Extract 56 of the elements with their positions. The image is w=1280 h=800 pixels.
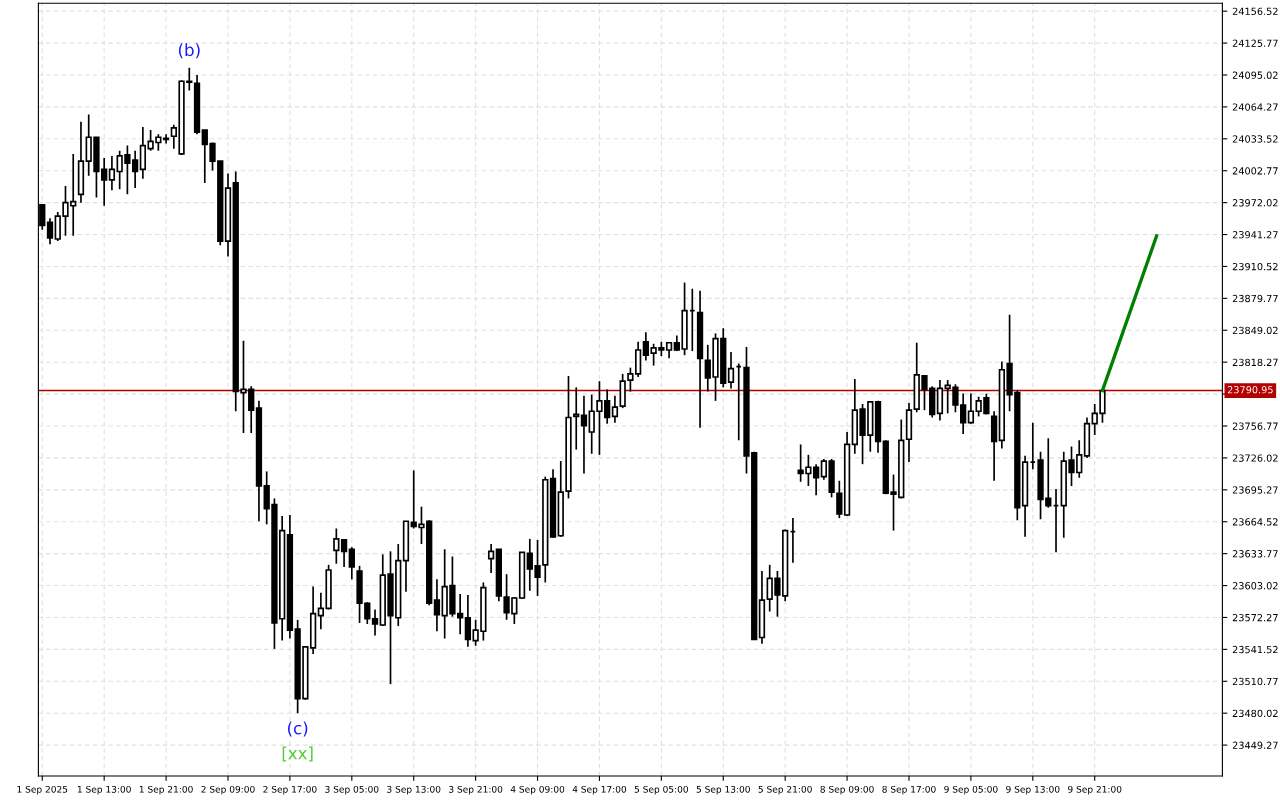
y-tick-label: 23910.52	[1232, 262, 1278, 271]
x-tick-label: 4 Sep 17:00	[572, 785, 627, 795]
candlestick	[108, 155, 116, 192]
candlestick	[727, 351, 735, 390]
x-tick-label: 1 Sep 2025	[17, 785, 68, 795]
x-tick-label: 3 Sep 21:00	[449, 785, 503, 795]
x-tick-label: 3 Sep 05:00	[325, 785, 379, 795]
x-tick-label: 1 Sep 21:00	[139, 785, 193, 795]
annotation: [xx]	[282, 746, 313, 762]
x-tick-label: 2 Sep 09:00	[201, 785, 255, 795]
y-tick-label: 23726.02	[1232, 454, 1278, 462]
y-tick-label: 24156.52	[1232, 7, 1278, 15]
candlestick	[333, 527, 340, 565]
x-tick-label: 9 Sep 21:00	[1068, 785, 1122, 795]
y-tick-label: 23541.52	[1232, 645, 1278, 654]
x-tick-label: 5 Sep 05:00	[634, 785, 689, 795]
y-tick-label: 23510.77	[1232, 677, 1278, 686]
candlestick	[433, 578, 441, 633]
y-tick-label: 23879.77	[1232, 294, 1278, 303]
x-tick-label: 9 Sep 13:00	[1006, 785, 1060, 795]
y-tick-label: 24002.77	[1232, 167, 1278, 175]
candlestick	[46, 217, 54, 245]
y-tick-label: 23941.27	[1232, 231, 1278, 239]
ref-line-label: 23790.95	[1227, 386, 1273, 394]
candlestick	[371, 608, 379, 637]
y-tick-label: 23572.27	[1232, 613, 1278, 622]
y-tick-label: 24095.02	[1232, 71, 1278, 79]
candlestick	[340, 538, 348, 568]
x-tick-label: 9 Sep 05:00	[944, 785, 998, 795]
y-tick-label: 23756.77	[1232, 422, 1278, 430]
x-tick-label: 5 Sep 21:00	[758, 785, 812, 795]
x-tick-label: 8 Sep 09:00	[820, 785, 874, 795]
annotation: (b)	[178, 43, 200, 59]
y-tick-label: 24125.77	[1232, 39, 1278, 47]
y-tick-label: 23664.52	[1232, 518, 1278, 526]
x-tick-label: 3 Sep 13:00	[387, 785, 441, 795]
x-tick-label: 5 Sep 13:00	[696, 785, 750, 795]
candlestick	[487, 543, 495, 574]
annotation: (c)	[287, 721, 308, 737]
y-tick-label: 24033.52	[1232, 135, 1278, 143]
y-tick-label: 23633.77	[1232, 550, 1278, 558]
y-tick-label: 23695.27	[1232, 486, 1278, 494]
y-tick-label: 23480.02	[1232, 709, 1278, 718]
candlestick	[348, 546, 355, 581]
x-tick-label: 4 Sep 09:00	[510, 785, 565, 795]
y-tick-label: 23603.02	[1232, 582, 1278, 590]
candlestick	[611, 394, 619, 424]
y-tick-label: 23849.02	[1232, 326, 1278, 335]
x-tick-label: 1 Sep 13:00	[77, 785, 131, 795]
x-tick-label: 8 Sep 17:00	[882, 785, 936, 795]
candlestick	[580, 394, 588, 475]
y-tick-label: 23449.27	[1232, 741, 1278, 749]
y-tick-label: 23972.02	[1232, 199, 1278, 207]
y-tick-label: 23818.27	[1232, 358, 1278, 367]
x-tick-label: 2 Sep 17:00	[263, 785, 317, 795]
y-tick-label: 24064.27	[1232, 103, 1278, 111]
